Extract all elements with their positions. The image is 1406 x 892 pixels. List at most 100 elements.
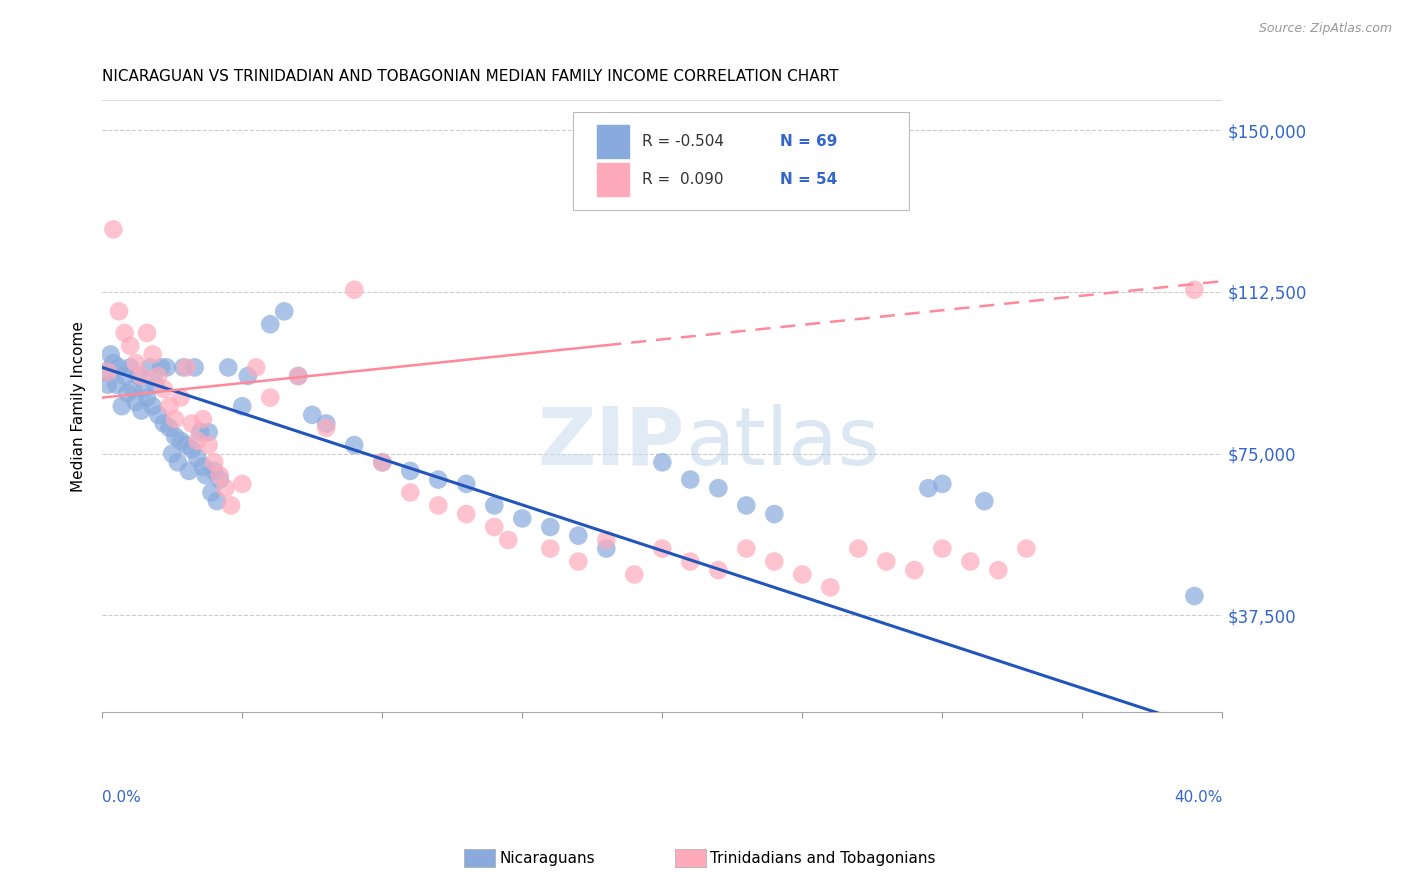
Point — [153, 382, 176, 396]
Point — [177, 464, 200, 478]
Point — [122, 382, 145, 396]
Point — [97, 365, 120, 379]
Text: NICARAGUAN VS TRINIDADIAN AND TOBAGONIAN MEDIAN FAMILY INCOME CORRELATION CHART: NICARAGUAN VS TRINIDADIAN AND TOBAGONIAN… — [103, 69, 839, 84]
Point — [287, 369, 309, 384]
Point — [114, 369, 136, 384]
Text: N = 69: N = 69 — [780, 134, 838, 149]
Point — [931, 476, 953, 491]
Point — [456, 476, 478, 491]
Point — [197, 425, 219, 439]
Point — [735, 541, 758, 556]
Point — [1184, 283, 1206, 297]
Point — [136, 326, 159, 340]
Point — [735, 499, 758, 513]
Text: R =  0.090: R = 0.090 — [643, 172, 724, 187]
Point — [191, 412, 214, 426]
Point — [931, 541, 953, 556]
Point — [315, 421, 337, 435]
Point — [142, 399, 165, 413]
Point — [148, 369, 170, 384]
Point — [108, 304, 131, 318]
Point — [315, 417, 337, 431]
Point — [186, 434, 208, 448]
Point — [174, 360, 197, 375]
Point — [153, 417, 176, 431]
Point — [191, 459, 214, 474]
Point — [169, 391, 191, 405]
Point — [763, 555, 786, 569]
Point — [131, 369, 153, 384]
Text: 0.0%: 0.0% — [103, 790, 141, 805]
Point — [456, 507, 478, 521]
Point — [973, 494, 995, 508]
Point — [200, 485, 222, 500]
Point — [139, 360, 162, 375]
Point — [595, 533, 617, 547]
Point — [273, 304, 295, 318]
Point — [159, 421, 181, 435]
Point — [131, 403, 153, 417]
Point — [202, 464, 225, 478]
Point — [651, 455, 673, 469]
Point — [259, 318, 281, 332]
Point — [169, 434, 191, 448]
Point — [180, 417, 202, 431]
Point — [97, 377, 120, 392]
Point — [707, 481, 730, 495]
Point — [120, 360, 142, 375]
Point — [792, 567, 814, 582]
Point — [651, 541, 673, 556]
Point — [399, 485, 422, 500]
Point — [208, 473, 231, 487]
Point — [172, 360, 194, 375]
Text: ZIP: ZIP — [537, 404, 685, 482]
Point — [134, 382, 156, 396]
Point — [427, 473, 450, 487]
Point — [399, 464, 422, 478]
Point — [287, 369, 309, 384]
Point — [160, 447, 183, 461]
Point — [259, 391, 281, 405]
Point — [217, 360, 239, 375]
Point — [846, 541, 869, 556]
Point — [114, 326, 136, 340]
Text: Source: ZipAtlas.com: Source: ZipAtlas.com — [1258, 22, 1392, 36]
Point — [163, 412, 186, 426]
Point — [100, 347, 122, 361]
Point — [197, 438, 219, 452]
Point — [510, 511, 533, 525]
Point — [148, 408, 170, 422]
Point — [875, 555, 897, 569]
Point — [166, 455, 188, 469]
Point — [202, 455, 225, 469]
Point — [188, 425, 211, 439]
Point — [205, 494, 228, 508]
Point — [427, 499, 450, 513]
Point — [820, 581, 842, 595]
Point — [163, 429, 186, 443]
Text: atlas: atlas — [685, 404, 879, 482]
Point — [214, 481, 236, 495]
Point — [180, 442, 202, 457]
Point — [623, 567, 645, 582]
Point — [301, 408, 323, 422]
Point — [120, 339, 142, 353]
Point — [707, 563, 730, 577]
Point — [343, 438, 366, 452]
Point — [186, 450, 208, 465]
Point — [763, 507, 786, 521]
Point — [219, 499, 242, 513]
Point — [183, 360, 205, 375]
Point — [156, 360, 179, 375]
Point — [174, 438, 197, 452]
Point — [208, 468, 231, 483]
Point — [245, 360, 267, 375]
Point — [103, 356, 125, 370]
Point — [136, 391, 159, 405]
Text: R = -0.504: R = -0.504 — [643, 134, 724, 149]
Point — [538, 541, 561, 556]
Point — [371, 455, 394, 469]
Point — [103, 222, 125, 236]
Point — [236, 369, 259, 384]
Point — [128, 369, 150, 384]
